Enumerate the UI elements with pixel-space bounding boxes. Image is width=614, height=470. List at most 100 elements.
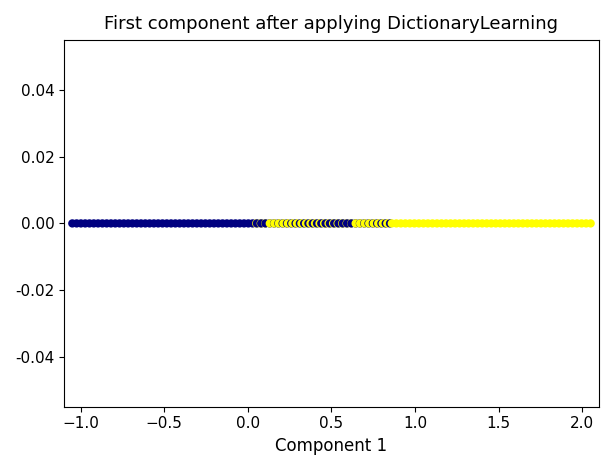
- Point: [111, 219, 120, 227]
- Point: [532, 219, 542, 227]
- Point: [387, 219, 397, 227]
- Point: [495, 219, 505, 227]
- Point: [209, 219, 219, 227]
- X-axis label: Component 1: Component 1: [276, 437, 387, 455]
- Point: [192, 219, 202, 227]
- Point: [359, 219, 369, 227]
- Point: [235, 219, 244, 227]
- Point: [364, 219, 374, 227]
- Point: [333, 219, 343, 227]
- Point: [536, 219, 546, 227]
- Point: [278, 219, 287, 227]
- Point: [459, 219, 469, 227]
- Point: [400, 219, 410, 227]
- Point: [283, 219, 293, 227]
- Point: [391, 219, 401, 227]
- Point: [89, 219, 99, 227]
- Point: [256, 219, 266, 227]
- Point: [414, 219, 424, 227]
- Point: [251, 219, 261, 227]
- Point: [205, 219, 215, 227]
- Point: [306, 219, 316, 227]
- Point: [218, 219, 228, 227]
- Point: [106, 219, 116, 227]
- Point: [545, 219, 555, 227]
- Point: [325, 219, 335, 227]
- Point: [145, 219, 155, 227]
- Point: [351, 219, 360, 227]
- Point: [149, 219, 159, 227]
- Point: [355, 219, 365, 227]
- Point: [243, 219, 253, 227]
- Point: [550, 219, 559, 227]
- Point: [581, 219, 591, 227]
- Point: [427, 219, 437, 227]
- Point: [290, 219, 300, 227]
- Point: [297, 219, 306, 227]
- Point: [356, 219, 365, 227]
- Point: [162, 219, 172, 227]
- Point: [559, 219, 569, 227]
- Point: [372, 219, 382, 227]
- Point: [500, 219, 510, 227]
- Point: [287, 219, 297, 227]
- Point: [214, 219, 223, 227]
- Point: [482, 219, 492, 227]
- Point: [419, 219, 429, 227]
- Point: [299, 219, 309, 227]
- Point: [523, 219, 532, 227]
- Point: [369, 219, 379, 227]
- Point: [171, 219, 181, 227]
- Point: [321, 219, 330, 227]
- Point: [230, 219, 240, 227]
- Point: [450, 219, 460, 227]
- Point: [260, 219, 270, 227]
- Point: [68, 219, 77, 227]
- Point: [432, 219, 442, 227]
- Point: [527, 219, 537, 227]
- Point: [273, 219, 283, 227]
- Point: [301, 219, 311, 227]
- Point: [540, 219, 550, 227]
- Point: [468, 219, 478, 227]
- Point: [265, 219, 274, 227]
- Point: [577, 219, 586, 227]
- Point: [175, 219, 185, 227]
- Point: [119, 219, 129, 227]
- Point: [123, 219, 133, 227]
- Point: [423, 219, 433, 227]
- Point: [260, 219, 270, 227]
- Point: [196, 219, 206, 227]
- Point: [351, 219, 360, 227]
- Point: [513, 219, 523, 227]
- Point: [329, 219, 339, 227]
- Point: [319, 219, 329, 227]
- Point: [455, 219, 465, 227]
- Point: [303, 219, 313, 227]
- Point: [312, 219, 322, 227]
- Point: [274, 219, 284, 227]
- Point: [360, 219, 370, 227]
- Point: [222, 219, 232, 227]
- Point: [504, 219, 514, 227]
- Point: [473, 219, 483, 227]
- Point: [441, 219, 451, 227]
- Point: [378, 219, 387, 227]
- Point: [102, 219, 112, 227]
- Point: [446, 219, 456, 227]
- Point: [128, 219, 138, 227]
- Point: [338, 219, 348, 227]
- Point: [337, 219, 347, 227]
- Point: [486, 219, 496, 227]
- Point: [385, 219, 395, 227]
- Point: [270, 219, 279, 227]
- Point: [269, 219, 279, 227]
- Point: [477, 219, 487, 227]
- Point: [247, 219, 257, 227]
- Point: [310, 219, 320, 227]
- Point: [115, 219, 125, 227]
- Point: [464, 219, 473, 227]
- Point: [368, 219, 378, 227]
- Point: [363, 219, 373, 227]
- Point: [201, 219, 211, 227]
